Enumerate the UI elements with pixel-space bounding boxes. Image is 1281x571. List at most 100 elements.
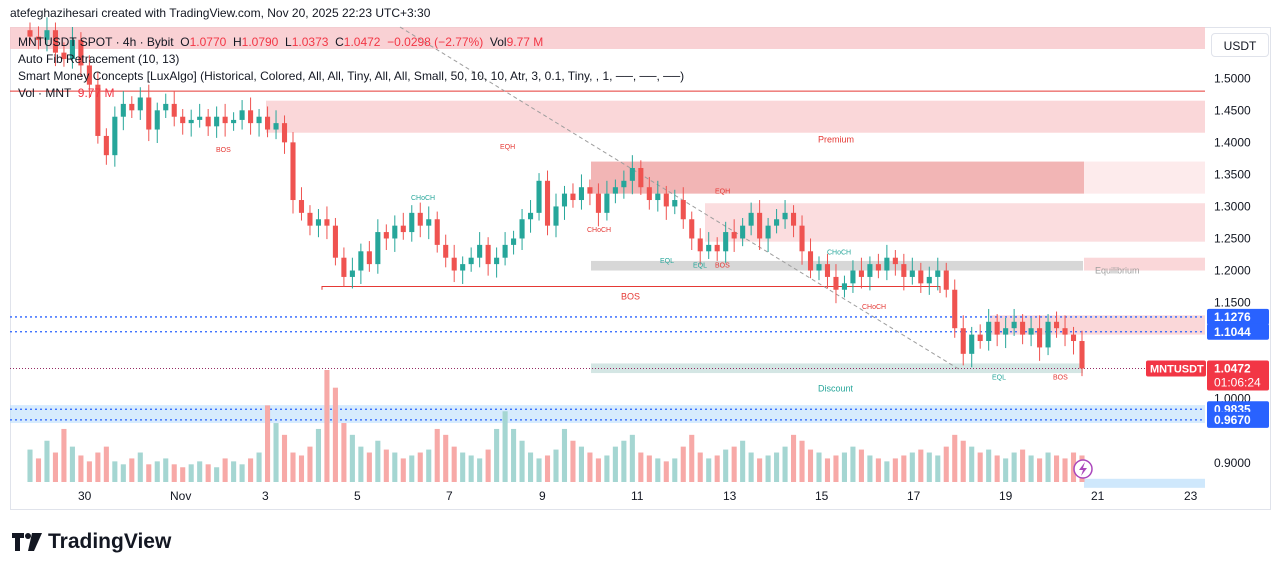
volume-bar xyxy=(434,428,440,482)
currency-button[interactable]: USDT xyxy=(1211,33,1269,57)
candle-body xyxy=(587,187,593,194)
volume-bar xyxy=(248,458,254,482)
volume-bar xyxy=(587,452,593,482)
candle-body xyxy=(494,257,500,265)
candle-body xyxy=(969,334,975,354)
choch-label-2: CHoCH xyxy=(587,227,611,234)
last-price-tag-bg xyxy=(1207,360,1269,391)
volume-bar xyxy=(816,452,822,482)
premium-zone-light xyxy=(591,161,1205,194)
volume-bar xyxy=(460,452,466,482)
volume-bar xyxy=(714,455,720,482)
candle-body xyxy=(315,219,321,226)
candle-body xyxy=(994,321,1000,335)
volume-bar xyxy=(426,449,432,482)
candle-body xyxy=(1011,321,1017,329)
candle-body xyxy=(197,116,203,120)
candle-body xyxy=(629,167,635,181)
high-value: 1.0790 xyxy=(241,35,279,49)
high-label: H xyxy=(232,35,242,49)
candle-body xyxy=(248,110,254,124)
symbol-title[interactable]: MNTUSDT SPOT · 4h · Bybit xyxy=(18,35,174,49)
volume-bar xyxy=(494,428,500,482)
volume-bar xyxy=(544,455,551,482)
volume-bar xyxy=(536,458,542,482)
bos-structure-line xyxy=(321,286,941,293)
candle-body xyxy=(349,270,355,277)
candle-body xyxy=(52,30,58,53)
volume-bar xyxy=(553,449,559,482)
candle-body xyxy=(27,30,33,37)
candle-body xyxy=(960,328,966,354)
volume-bar xyxy=(383,449,389,482)
indicator-smc[interactable]: Smart Money Concepts [LuxAlgo] (Historic… xyxy=(18,69,685,83)
volume-bar xyxy=(214,467,220,482)
volume-bar xyxy=(757,458,763,482)
vol-label: Vol xyxy=(489,35,507,49)
volume-bar xyxy=(561,428,568,482)
byline: atefeghazihesari created with TradingVie… xyxy=(10,6,431,20)
volume-bar xyxy=(392,452,398,482)
chart-canvas[interactable]: PremiumEquilibriumDiscountBOSBOSBOSBOSCH… xyxy=(0,0,1281,512)
candle-body xyxy=(977,334,983,342)
discount-zone xyxy=(591,363,1083,374)
volume-bar xyxy=(689,434,695,482)
candle-body xyxy=(44,30,50,40)
candle-body xyxy=(595,193,601,213)
candle-body xyxy=(180,116,186,124)
flash-icon xyxy=(1079,462,1087,476)
candle-body xyxy=(909,270,915,277)
volume-bar xyxy=(706,458,712,482)
candle-body xyxy=(239,110,245,120)
top-supply-zone xyxy=(10,27,1205,49)
volume-bar xyxy=(943,446,949,482)
bos-label: BOS xyxy=(621,291,640,301)
candle-body xyxy=(1079,341,1085,369)
indicator-fib[interactable]: Auto Fib Retracement (10, 13) xyxy=(18,52,180,66)
equilibrium-zone xyxy=(591,260,1083,271)
volume-bar xyxy=(222,458,228,482)
discount-label: Discount xyxy=(818,384,854,394)
volume-bar xyxy=(748,452,754,482)
volume-bar xyxy=(171,464,177,482)
candle-body xyxy=(86,65,92,85)
volume-bar xyxy=(188,464,194,482)
candle-body xyxy=(850,270,856,284)
candle-body xyxy=(782,212,788,220)
volume-bar xyxy=(273,423,279,482)
volume-bar xyxy=(44,440,50,482)
volume-bar xyxy=(349,434,355,482)
volume-bar xyxy=(281,434,288,482)
volume-bar xyxy=(324,370,330,482)
price-tick: 1.3500 xyxy=(1214,167,1251,181)
candle-body xyxy=(307,212,313,226)
indicator-volume[interactable]: Vol · MNT 9.77 M xyxy=(18,85,684,102)
candle-body xyxy=(791,212,797,226)
candle-body xyxy=(672,200,678,207)
candle-body xyxy=(646,187,652,201)
candle-body xyxy=(714,244,720,252)
candle-body xyxy=(443,244,449,258)
tag-fib-upper: 1.1276 xyxy=(1214,310,1251,324)
time-tick: 7 xyxy=(446,489,453,503)
candle-body xyxy=(256,116,262,124)
tradingview-logo[interactable]: TradingView xyxy=(12,530,171,554)
volume-bar xyxy=(315,428,321,482)
eql-label-2: EQL xyxy=(693,262,707,269)
close-label: C xyxy=(335,35,344,49)
volume-bar xyxy=(621,440,627,482)
candle-body xyxy=(807,251,814,271)
equilibrium-label: Equilibrium xyxy=(1095,266,1140,276)
candle-body xyxy=(146,97,152,130)
volume-bar xyxy=(78,455,84,482)
volume-bar xyxy=(400,458,406,482)
candle-body xyxy=(655,193,661,201)
volume-bar xyxy=(807,449,814,482)
candle-body xyxy=(485,244,491,265)
volume-bar xyxy=(256,452,262,482)
symbol-row[interactable]: MNTUSDT SPOT · 4h · Bybit O1.0770 H1.079… xyxy=(18,34,684,51)
price-tick: 1.4000 xyxy=(1214,135,1251,149)
price-tick: 0.9000 xyxy=(1214,456,1251,470)
time-tick: 30 xyxy=(78,489,92,503)
volume-bar xyxy=(265,405,271,482)
